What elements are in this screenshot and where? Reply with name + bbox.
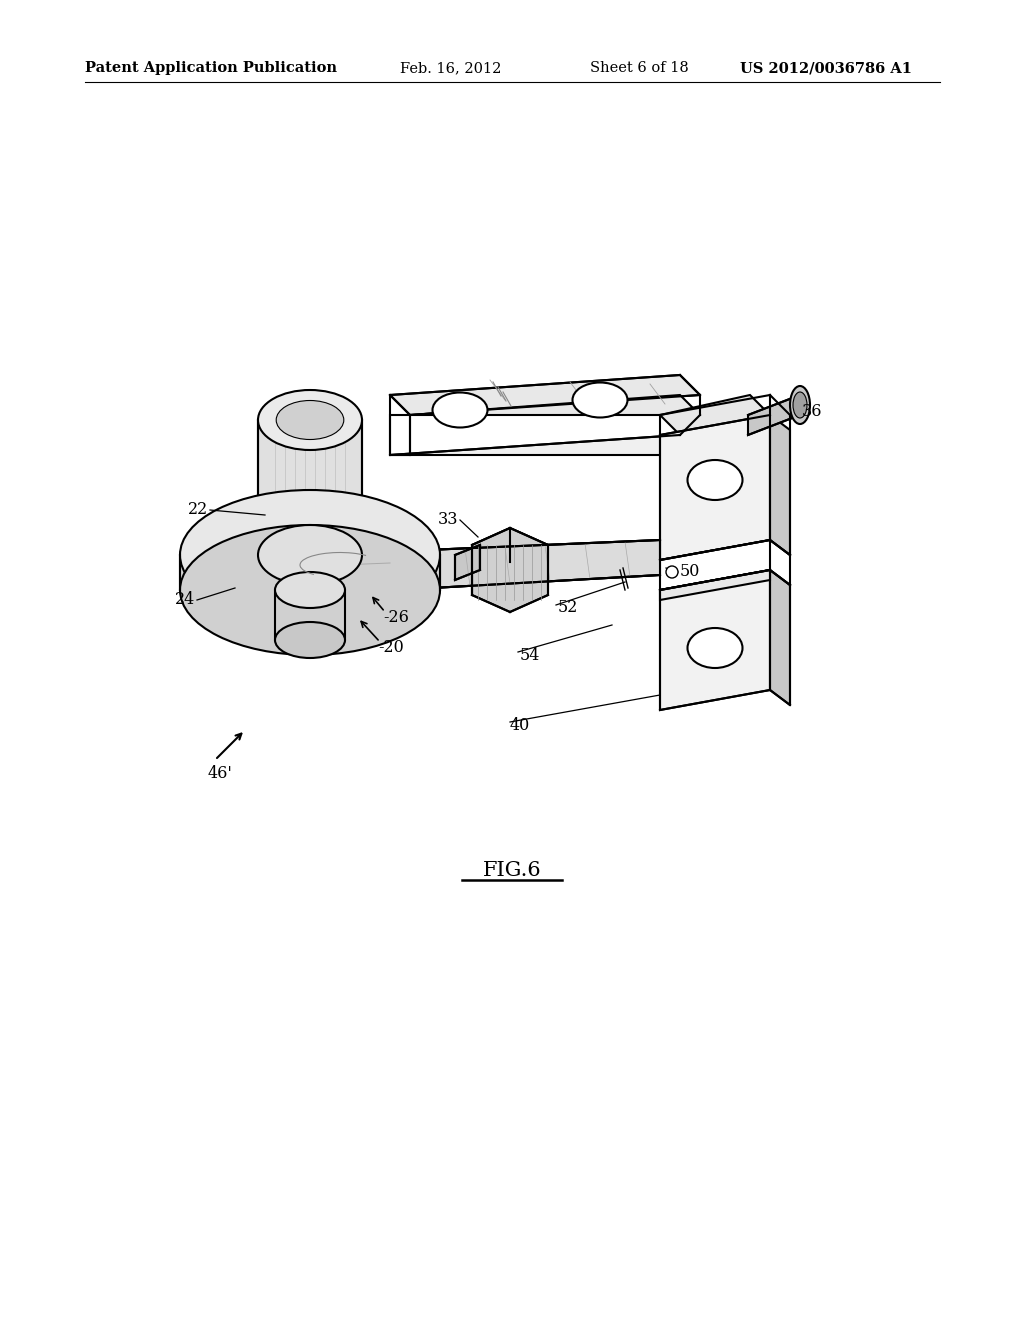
Ellipse shape — [687, 628, 742, 668]
Polygon shape — [660, 570, 770, 710]
Text: 40: 40 — [510, 717, 530, 734]
Text: 54: 54 — [520, 647, 541, 664]
Text: Sheet 6 of 18: Sheet 6 of 18 — [590, 61, 689, 75]
Polygon shape — [258, 420, 362, 554]
Ellipse shape — [180, 490, 440, 620]
Polygon shape — [455, 545, 480, 579]
Ellipse shape — [276, 400, 344, 440]
Text: 50: 50 — [680, 564, 700, 581]
Polygon shape — [660, 395, 770, 436]
Ellipse shape — [275, 622, 345, 657]
Ellipse shape — [687, 459, 742, 500]
Polygon shape — [275, 590, 345, 640]
Ellipse shape — [793, 392, 807, 418]
Polygon shape — [748, 395, 800, 436]
Ellipse shape — [258, 389, 362, 450]
Polygon shape — [390, 375, 700, 414]
Polygon shape — [660, 570, 770, 601]
Ellipse shape — [275, 572, 345, 609]
Ellipse shape — [666, 566, 678, 578]
Text: -20: -20 — [378, 639, 403, 656]
Text: Feb. 16, 2012: Feb. 16, 2012 — [400, 61, 502, 75]
Text: 52: 52 — [558, 599, 579, 616]
Ellipse shape — [790, 385, 810, 424]
Polygon shape — [660, 540, 770, 590]
Text: US 2012/0036786 A1: US 2012/0036786 A1 — [740, 61, 912, 75]
Polygon shape — [180, 554, 440, 590]
Text: 36: 36 — [802, 404, 822, 421]
Polygon shape — [310, 540, 660, 595]
Text: -26: -26 — [383, 610, 409, 627]
Text: 22: 22 — [187, 502, 208, 519]
Polygon shape — [660, 414, 770, 560]
Polygon shape — [410, 395, 700, 414]
Text: 33: 33 — [437, 511, 458, 528]
Polygon shape — [472, 528, 548, 612]
Text: 46': 46' — [208, 764, 232, 781]
Polygon shape — [472, 528, 548, 562]
Text: Patent Application Publication: Patent Application Publication — [85, 61, 337, 75]
Polygon shape — [390, 414, 410, 455]
Ellipse shape — [572, 383, 628, 417]
Text: 24: 24 — [175, 591, 195, 609]
Ellipse shape — [180, 525, 440, 655]
Polygon shape — [390, 436, 700, 455]
Polygon shape — [770, 570, 790, 705]
Ellipse shape — [258, 525, 362, 585]
Ellipse shape — [432, 392, 487, 428]
Polygon shape — [770, 414, 790, 554]
Text: FIG.6: FIG.6 — [482, 861, 542, 879]
